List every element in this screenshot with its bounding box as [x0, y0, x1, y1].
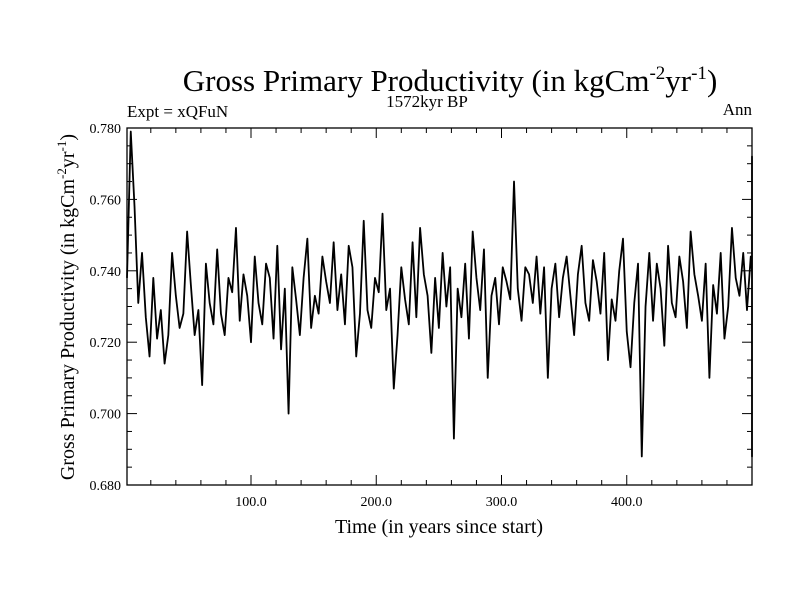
- x-tick-label: 400.0: [611, 495, 643, 510]
- chart-title-mid: yr: [665, 63, 692, 98]
- y-axis-label-sup1: -2: [54, 168, 69, 179]
- series-line-gpp: [126, 130, 753, 458]
- y-tick-labels: 0.680 0.700 0.720 0.740 0.760 0.780: [90, 122, 122, 494]
- axis-ticks: [127, 127, 752, 486]
- y-axis-label-end: ): [57, 134, 79, 141]
- chart-title-sup1: -2: [649, 63, 665, 84]
- season-label: Ann: [723, 100, 753, 119]
- chart-title-end: ): [707, 63, 717, 98]
- experiment-label: Expt = xQFuN: [127, 102, 228, 121]
- x-tick-label: 100.0: [235, 495, 267, 510]
- y-tick-label: 0.740: [90, 265, 122, 280]
- period-label: 1572kyr BP: [386, 92, 468, 111]
- y-tick-label: 0.700: [90, 408, 122, 423]
- y-tick-label: 0.780: [90, 122, 122, 137]
- x-tick-label: 200.0: [360, 495, 392, 510]
- chart-title-main: Gross Primary Productivity (in kgCm: [183, 63, 650, 98]
- x-tick-labels: 100.0 200.0 300.0 400.0: [235, 495, 642, 510]
- y-axis-label: Gross Primary Productivity (in kgCm-2yr-…: [54, 134, 79, 480]
- y-tick-label: 0.760: [90, 193, 122, 208]
- y-axis-label-sup2: -1: [54, 141, 69, 152]
- chart-title-sup2: -1: [691, 63, 707, 84]
- y-axis-label-mid: yr: [57, 151, 79, 168]
- x-tick-label: 300.0: [486, 495, 518, 510]
- chart-title: Gross Primary Productivity (in kgCm-2yr-…: [183, 63, 718, 98]
- y-axis-label-main: Gross Primary Productivity (in kgCm: [57, 179, 79, 481]
- x-axis-label: Time (in years since start): [335, 516, 543, 538]
- y-tick-label: 0.720: [90, 336, 122, 351]
- y-tick-label: 0.680: [90, 479, 122, 494]
